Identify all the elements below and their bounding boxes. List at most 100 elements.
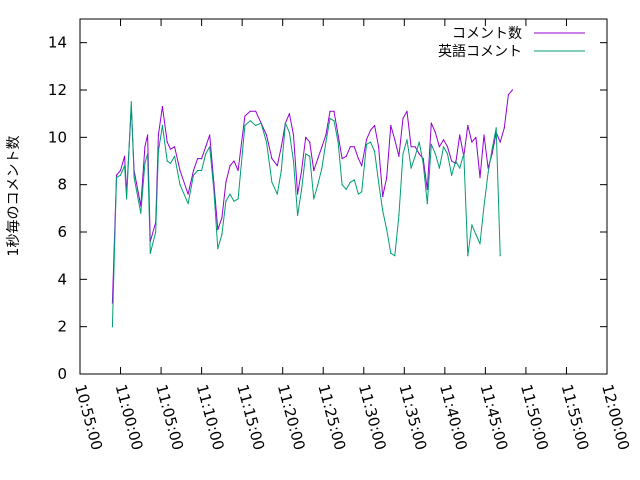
data-point bbox=[321, 167, 323, 169]
data-point bbox=[155, 231, 157, 233]
data-point bbox=[382, 210, 384, 212]
data-point bbox=[357, 193, 359, 195]
data-point bbox=[353, 146, 355, 148]
data-point bbox=[217, 248, 219, 250]
data-point bbox=[471, 141, 473, 143]
data-point bbox=[406, 139, 408, 141]
data-point bbox=[369, 141, 372, 143]
data-point bbox=[205, 153, 207, 155]
data-point bbox=[337, 141, 339, 143]
legend-label: コメント数 bbox=[452, 26, 522, 42]
data-point bbox=[438, 146, 440, 148]
data-point bbox=[144, 146, 146, 148]
data-point bbox=[265, 134, 268, 136]
data-point bbox=[386, 177, 388, 179]
data-point bbox=[237, 169, 239, 172]
data-point bbox=[221, 233, 223, 235]
data-point bbox=[225, 181, 227, 183]
data-point bbox=[313, 169, 315, 172]
data-point bbox=[430, 143, 432, 145]
data-point bbox=[119, 169, 122, 172]
data-point bbox=[345, 188, 347, 190]
data-point bbox=[133, 177, 135, 179]
data-point bbox=[426, 188, 428, 190]
y-tick-label: 0 bbox=[57, 365, 67, 383]
data-point bbox=[475, 136, 477, 138]
data-point bbox=[357, 158, 359, 160]
data-point bbox=[426, 203, 428, 205]
data-point bbox=[126, 198, 128, 200]
data-point bbox=[209, 134, 211, 136]
data-point bbox=[265, 141, 268, 143]
data-point bbox=[361, 191, 363, 193]
data-point bbox=[446, 146, 449, 148]
data-point bbox=[451, 174, 453, 176]
data-point bbox=[284, 122, 286, 124]
series-2 bbox=[111, 101, 501, 328]
data-point bbox=[201, 158, 203, 160]
data-point bbox=[365, 143, 368, 145]
data-point bbox=[341, 184, 343, 186]
data-point bbox=[402, 117, 404, 119]
data-point bbox=[288, 132, 290, 134]
data-point bbox=[255, 124, 257, 127]
y-tick-label: 12 bbox=[48, 81, 67, 99]
data-point bbox=[192, 169, 195, 172]
data-point bbox=[333, 120, 335, 122]
data-point bbox=[471, 224, 473, 226]
data-point bbox=[166, 141, 168, 143]
data-point bbox=[174, 146, 176, 148]
data-point bbox=[221, 217, 223, 219]
data-point bbox=[434, 153, 436, 155]
data-point bbox=[229, 165, 231, 167]
data-point bbox=[353, 179, 355, 181]
data-point bbox=[483, 134, 485, 136]
data-point bbox=[369, 129, 372, 131]
data-point bbox=[459, 134, 461, 136]
data-point bbox=[233, 160, 235, 162]
data-point bbox=[418, 153, 420, 155]
data-point bbox=[475, 233, 477, 235]
data-point bbox=[244, 124, 246, 127]
data-point bbox=[179, 169, 181, 172]
data-point bbox=[382, 195, 384, 198]
data-point bbox=[244, 115, 246, 117]
data-point bbox=[305, 153, 307, 155]
data-point bbox=[467, 124, 469, 127]
data-point bbox=[205, 146, 207, 148]
plot-frame bbox=[79, 18, 608, 375]
data-point bbox=[390, 124, 392, 127]
data-point bbox=[271, 158, 273, 160]
data-point bbox=[430, 122, 432, 124]
data-point bbox=[414, 155, 416, 157]
data-point bbox=[378, 181, 380, 183]
data-point bbox=[157, 134, 159, 136]
data-point bbox=[179, 184, 181, 186]
legend-label: 英語コメント bbox=[438, 43, 522, 60]
data-point bbox=[455, 160, 457, 162]
data-point bbox=[197, 169, 199, 172]
data-point bbox=[434, 132, 436, 134]
data-point bbox=[305, 136, 307, 138]
data-point bbox=[147, 153, 149, 155]
data-point bbox=[229, 193, 231, 195]
data-point bbox=[276, 193, 278, 195]
data-point bbox=[467, 255, 469, 257]
data-point bbox=[217, 229, 219, 231]
data-point bbox=[479, 243, 481, 245]
data-point bbox=[309, 155, 311, 157]
data-point bbox=[237, 198, 239, 200]
data-point bbox=[345, 155, 347, 157]
data-point bbox=[130, 101, 132, 103]
data-point bbox=[341, 158, 343, 160]
data-point bbox=[147, 134, 149, 136]
data-point bbox=[115, 177, 118, 179]
data-point bbox=[111, 326, 113, 328]
data-point bbox=[297, 193, 299, 195]
data-point bbox=[378, 146, 380, 148]
data-point bbox=[297, 214, 299, 216]
data-point bbox=[169, 162, 172, 164]
